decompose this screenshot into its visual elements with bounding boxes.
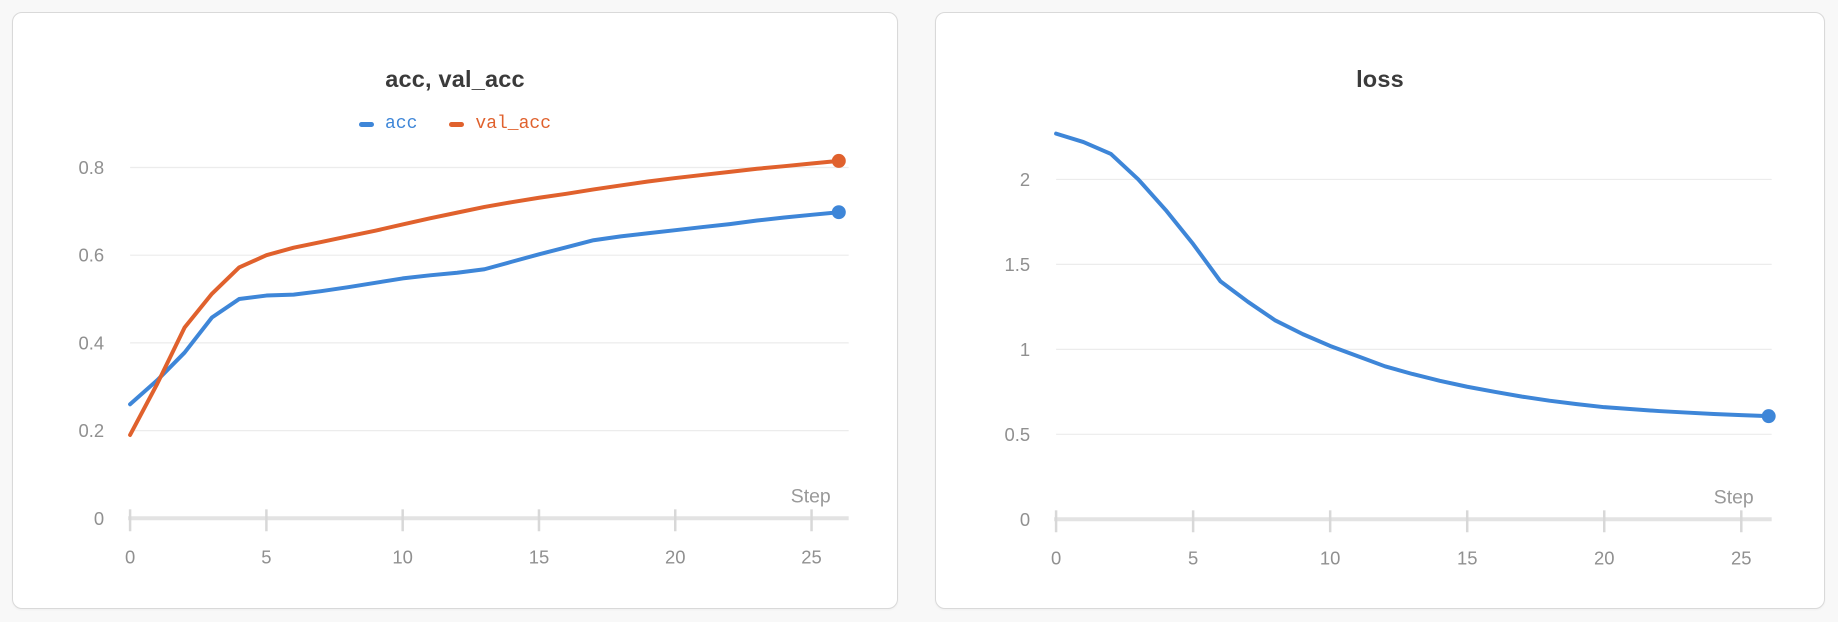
legend-swatch (449, 121, 465, 127)
x-tick-label: 5 (261, 547, 271, 568)
legend-item-val_acc[interactable]: val_acc (449, 114, 551, 134)
chart-title: loss (1356, 66, 1404, 92)
y-tick-label: 2 (1020, 169, 1030, 190)
x-tick-label: 15 (529, 547, 550, 568)
series-line-acc (128, 210, 841, 407)
chart-legend: acc val_acc (13, 114, 897, 134)
series-line-val_acc (128, 158, 841, 437)
series-endpoint-loss[interactable] (1761, 409, 1776, 424)
y-tick-label: 0.2 (79, 420, 105, 441)
loss-chart-plot[interactable]: 0 5 10 15 20 25 0 0.5 1 1.5 2 Step (936, 13, 1824, 608)
legend-label: acc (384, 114, 418, 134)
y-tick-label: 1 (1020, 339, 1030, 360)
y-tick-label: 0.8 (79, 157, 105, 178)
x-tick-label: 10 (1320, 548, 1341, 569)
chart-panel-acc: acc, val_acc acc val_acc 0 5 10 15 20 25 0 0.2 0.… (12, 12, 898, 609)
x-tick-label: 0 (125, 547, 135, 568)
y-tick-label: 1.5 (1005, 254, 1031, 275)
x-tick-label: 10 (392, 547, 413, 568)
x-tick-label: 25 (1731, 548, 1752, 569)
y-tick-label: 0.4 (79, 332, 105, 353)
x-tick-label: 15 (1457, 548, 1478, 569)
y-tick-label: 0.6 (79, 245, 105, 266)
x-tick-label: 25 (801, 547, 822, 568)
acc-chart-plot[interactable]: 0 5 10 15 20 25 0 0.2 0.4 0.6 0.8 Step (13, 13, 897, 608)
series-endpoint-val_acc[interactable] (831, 153, 846, 168)
y-tick-label: 0 (94, 508, 104, 529)
x-axis-title: Step (791, 485, 831, 507)
legend-swatch (358, 121, 374, 127)
x-tick-label: 5 (1188, 548, 1198, 569)
x-axis-title: Step (1714, 486, 1754, 508)
x-tick-label: 20 (1594, 548, 1615, 569)
x-tick-label: 0 (1051, 548, 1061, 569)
series-endpoint-acc[interactable] (831, 205, 846, 220)
chart-panel-loss: loss 0 5 10 15 20 25 0 0.5 1 1.5 2 Step (935, 12, 1825, 609)
y-tick-label: 0.5 (1005, 424, 1031, 445)
legend-item-acc[interactable]: acc (358, 114, 418, 134)
y-tick-label: 0 (1020, 509, 1030, 530)
legend-label: val_acc (475, 114, 552, 134)
chart-title: acc, val_acc (385, 66, 525, 92)
x-tick-label: 20 (665, 547, 686, 568)
series-line-loss (1054, 131, 1771, 419)
